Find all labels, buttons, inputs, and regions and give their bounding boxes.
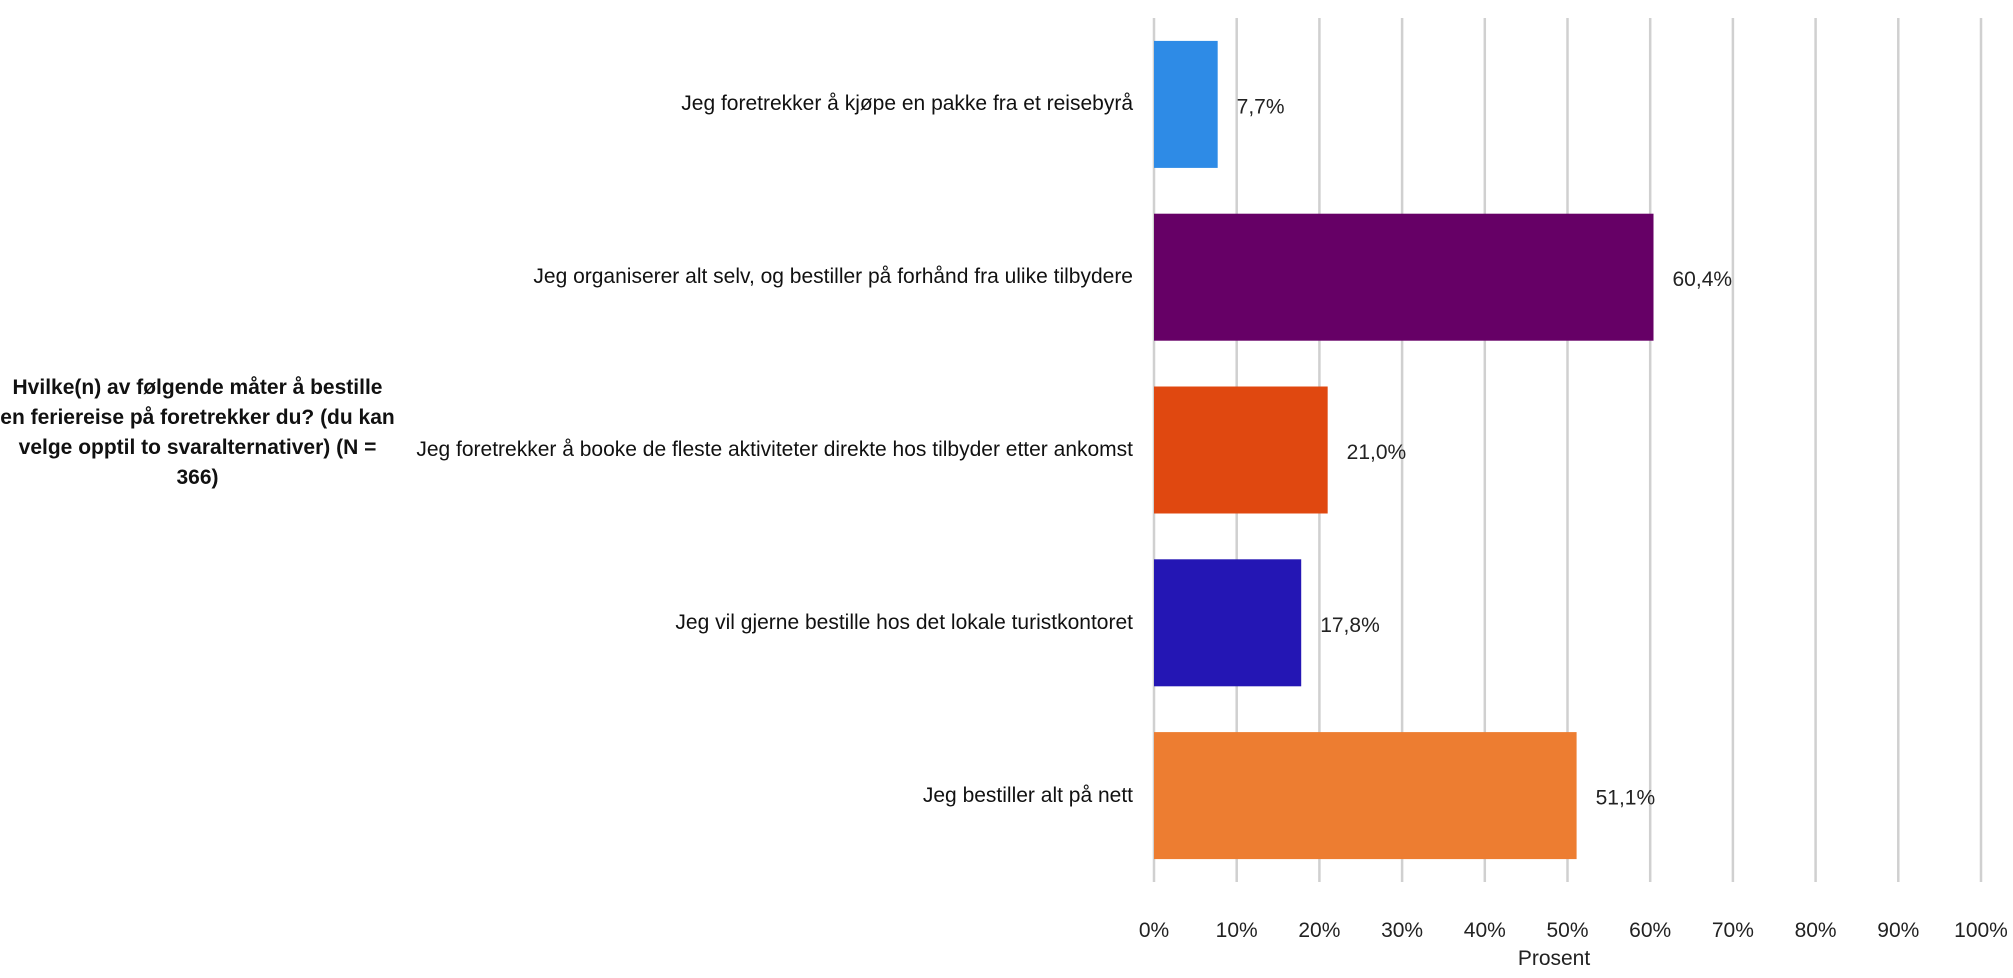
data-label: 60,4% — [1673, 268, 1733, 291]
x-axis-label: Prosent — [1518, 947, 1591, 970]
x-tick-label: 50% — [1546, 919, 1588, 942]
x-tick-label: 20% — [1298, 919, 1340, 942]
chart-title: Hvilke(n) av følgende måter å bestille e… — [0, 376, 395, 489]
x-tick-label: 40% — [1464, 919, 1506, 942]
category-label: Jeg organiserer alt selv, og bestiller p… — [533, 265, 1133, 289]
data-label: 17,8% — [1320, 614, 1380, 637]
bar — [1154, 386, 1328, 514]
category-label: Jeg bestiller alt på nett — [922, 783, 1133, 807]
x-axis-ticks: 0% 10% 20% 30% 40% 50% 60% 70% 80% 90% 100% — [1139, 919, 2008, 942]
x-tick-label: 100% — [1954, 919, 2008, 942]
bars — [1154, 40, 1654, 860]
x-tick-label: 0% — [1139, 919, 1169, 942]
category-label: Jeg foretrekker å booke de fleste aktivi… — [416, 438, 1133, 461]
x-tick-label: 60% — [1629, 919, 1671, 942]
x-tick-label: 80% — [1795, 919, 1837, 942]
data-label: 51,1% — [1596, 787, 1656, 810]
x-tick-label: 30% — [1381, 919, 1423, 942]
x-tick-label: 10% — [1216, 919, 1258, 942]
bar — [1154, 732, 1577, 860]
bar — [1154, 213, 1654, 341]
data-label: 21,0% — [1347, 441, 1407, 464]
category-label: Jeg vil gjerne bestille hos det lokale t… — [675, 610, 1133, 634]
bar — [1154, 559, 1302, 687]
data-labels: 7,7% 60,4% 21,0% 17,8% 51,1% — [1237, 95, 1732, 809]
bar — [1154, 40, 1218, 168]
category-label: Jeg foretrekker å kjøpe en pakke fra et … — [681, 92, 1133, 116]
x-tick-label: 90% — [1877, 919, 1919, 942]
x-tick-label: 70% — [1712, 919, 1754, 942]
data-label: 7,7% — [1237, 95, 1285, 118]
